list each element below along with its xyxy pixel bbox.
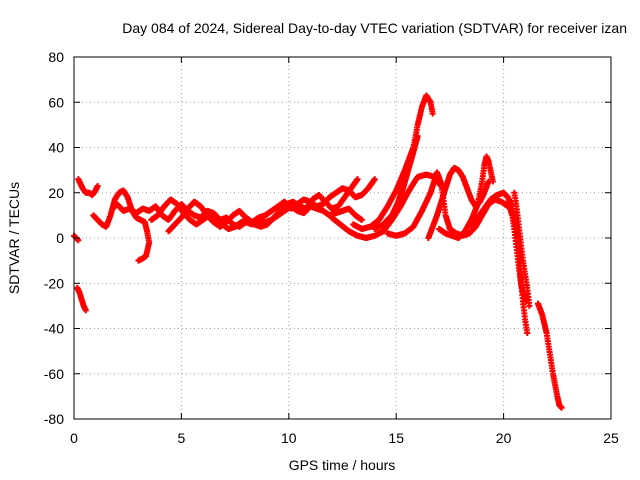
series-s7 xyxy=(165,176,378,235)
series-s10 xyxy=(371,133,421,232)
x-tick-label: 5 xyxy=(178,430,186,446)
series-s13 xyxy=(436,153,496,241)
y-tick-label: 60 xyxy=(48,94,64,110)
data-point-marker xyxy=(82,307,89,314)
y-tick-label: 80 xyxy=(48,49,64,65)
data-point-marker xyxy=(371,176,378,183)
data-point-marker xyxy=(489,178,496,185)
data-point-marker xyxy=(524,330,531,337)
series-s2 xyxy=(74,284,89,314)
y-tick-label: 40 xyxy=(48,140,64,156)
x-tick-label: 25 xyxy=(603,430,619,446)
series-s15 xyxy=(504,198,530,305)
chart-title: Day 084 of 2024, Sidereal Day-to-day VTE… xyxy=(122,20,627,36)
y-tick-label: -80 xyxy=(44,411,64,427)
x-tick-label: 0 xyxy=(70,430,78,446)
y-tick-label: -60 xyxy=(44,366,64,382)
data-point-marker xyxy=(354,176,361,183)
series-s4 xyxy=(90,187,153,264)
data-point-marker xyxy=(526,302,533,309)
data-markers xyxy=(71,92,565,411)
data-point-marker xyxy=(94,182,101,189)
data-point-marker xyxy=(395,198,402,205)
y-tick-label: 20 xyxy=(48,185,64,201)
data-point-marker xyxy=(135,257,142,264)
y-tick-label: -20 xyxy=(44,275,64,291)
series-s3 xyxy=(75,176,101,199)
data-point-marker xyxy=(558,404,565,411)
x-axis-label: GPS time / hours xyxy=(289,457,396,473)
grid-lines xyxy=(74,57,611,419)
y-axis-label: SDTVAR / TECUs xyxy=(6,182,22,294)
data-point-marker xyxy=(429,110,436,117)
series-s17 xyxy=(534,300,565,411)
series-s16 xyxy=(511,189,533,309)
x-tick-label: 15 xyxy=(388,430,404,446)
x-tick-label: 20 xyxy=(496,430,512,446)
axis-ticks: 0 5 10 15 20 25 -80 -60 -40 -20 0 20 40 60 80 xyxy=(44,49,619,446)
y-tick-label: 0 xyxy=(56,230,64,246)
x-tick-label: 10 xyxy=(281,430,297,446)
y-tick-label: -40 xyxy=(44,321,64,337)
series-s8 xyxy=(328,171,447,241)
data-point-marker xyxy=(358,216,365,223)
